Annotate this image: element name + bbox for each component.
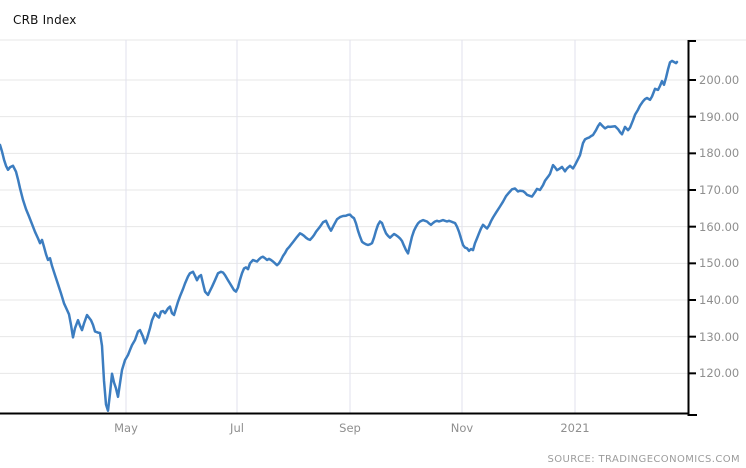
x-tick-label: Sep [339,421,361,435]
x-tick-label: Nov [450,421,474,435]
y-tick-label: 160.00 [699,219,740,234]
y-tick-label: 170.00 [699,183,740,197]
y-tick-label: 140.00 [699,293,740,307]
price-line[interactable] [0,59,679,412]
y-tick-label: 200.00 [699,73,740,87]
y-tick-label: 150.00 [699,256,740,271]
source-credit: SOURCE: TRADINGECONOMICS.COM [547,454,740,465]
x-tick-label: May [114,421,138,435]
x-tick-label: 2021 [560,421,590,435]
chart-title: CRB Index [13,13,77,27]
y-tick-label: 120.00 [699,366,740,381]
y-tick-label: 190.00 [699,109,740,124]
y-tick-label: 130.00 [699,329,740,344]
y-tick-label: 180.00 [699,146,740,161]
x-tick-label: Jul [230,421,244,435]
